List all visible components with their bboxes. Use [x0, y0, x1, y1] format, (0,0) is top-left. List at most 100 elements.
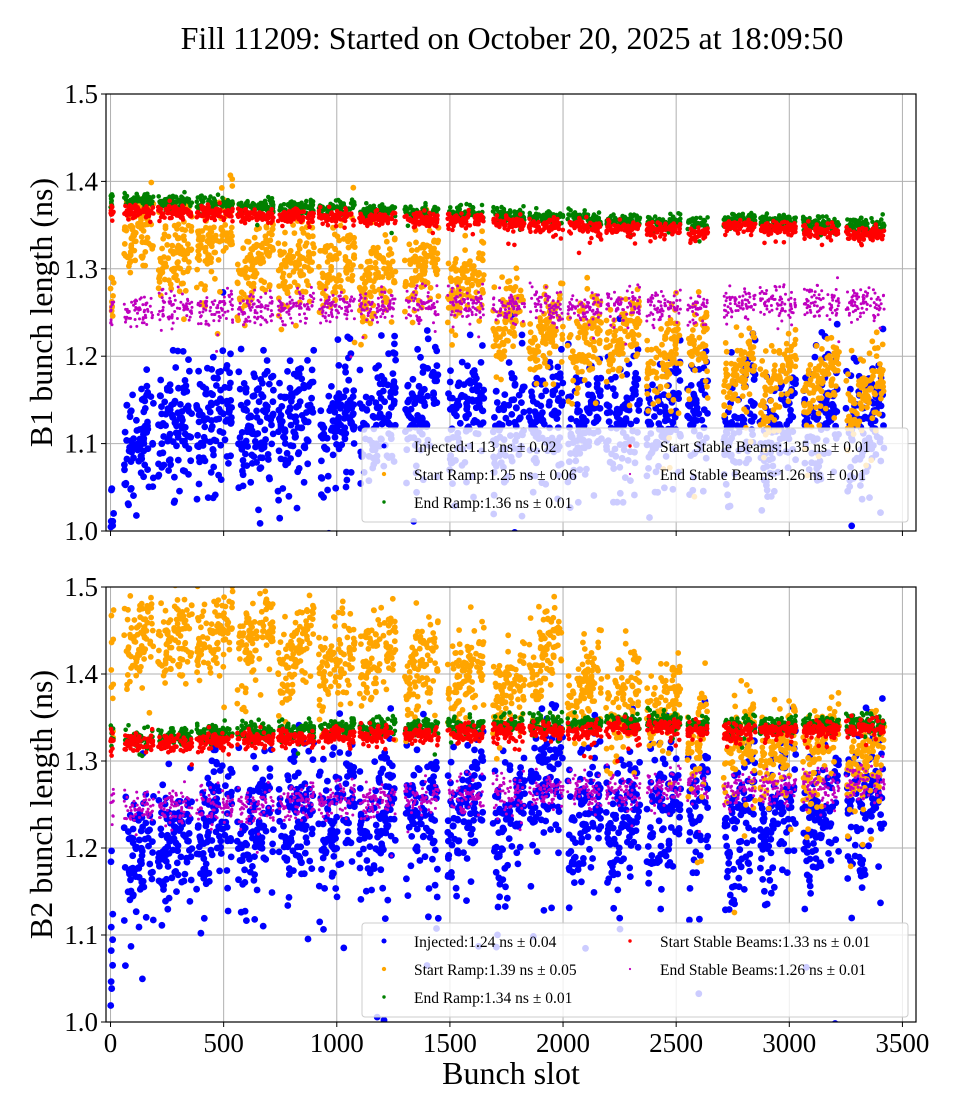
data-point [805, 367, 812, 374]
data-point [528, 393, 536, 400]
data-point [770, 375, 776, 382]
data-point [721, 412, 728, 419]
data-point [559, 280, 566, 287]
data-point [760, 413, 767, 420]
data-point [603, 378, 610, 385]
data-point [188, 228, 195, 234]
data-point [762, 369, 769, 375]
data-point [282, 229, 288, 236]
data-point [300, 204, 305, 209]
data-point [223, 237, 230, 244]
data-point [775, 374, 782, 381]
data-point [604, 344, 611, 351]
data-point [135, 222, 142, 229]
data-point [417, 353, 424, 361]
data-point [546, 209, 551, 214]
data-point [624, 218, 629, 224]
data-point [218, 397, 226, 405]
data-point [596, 210, 602, 215]
data-point [176, 288, 183, 295]
data-point [581, 333, 588, 340]
data-point [623, 394, 631, 402]
data-point [269, 231, 275, 238]
data-point [358, 341, 364, 348]
data-point [257, 454, 264, 461]
data-point [202, 385, 210, 393]
data-point [363, 406, 370, 413]
data-point [109, 313, 116, 319]
data-point [252, 443, 259, 451]
data-point [668, 335, 675, 342]
data-point [853, 218, 858, 223]
data-point [277, 208, 282, 213]
data-point [690, 407, 697, 415]
data-point [320, 494, 327, 501]
data-point [238, 445, 246, 453]
data-point [692, 396, 700, 404]
data-point [741, 355, 747, 362]
data-point [343, 476, 351, 484]
data-point [508, 374, 516, 382]
data-point [160, 235, 167, 242]
data-point [661, 417, 669, 425]
data-point [409, 375, 417, 383]
data-point [127, 485, 135, 492]
data-point [662, 411, 670, 418]
data-point [185, 246, 192, 253]
data-point [392, 356, 399, 364]
data-point [675, 390, 682, 397]
data-point [185, 471, 192, 478]
data-point [700, 341, 706, 347]
data-point [150, 399, 157, 407]
data-point [817, 403, 824, 409]
data-point [687, 218, 693, 223]
data-point [592, 400, 599, 407]
data-point [206, 235, 213, 242]
data-point [335, 413, 343, 421]
data-point [516, 414, 524, 422]
data-point [378, 420, 386, 428]
data-point [349, 272, 356, 279]
data-point [212, 275, 218, 282]
data-point [520, 383, 528, 391]
data-point [842, 404, 850, 412]
data-point [241, 405, 249, 413]
data-point [298, 375, 306, 383]
data-point [480, 272, 487, 278]
data-point [559, 379, 567, 387]
data-point [512, 284, 519, 290]
data-point [623, 371, 631, 378]
data-point [521, 204, 526, 209]
data-point [175, 429, 182, 437]
data-point [538, 392, 545, 400]
data-point [764, 211, 770, 216]
data-point [786, 417, 794, 424]
data-point [308, 267, 315, 273]
data-point [318, 457, 325, 465]
data-point [579, 352, 586, 358]
data-point [347, 350, 355, 357]
data-point [259, 407, 267, 414]
data-point [479, 407, 487, 415]
data-point [424, 242, 430, 249]
data-point [304, 460, 312, 468]
data-point [423, 259, 429, 265]
data-point [803, 415, 811, 423]
data-point [512, 404, 520, 411]
data-point [460, 381, 468, 388]
data-point [127, 408, 134, 416]
data-point [156, 194, 161, 199]
data-point [559, 398, 567, 406]
data-point [645, 371, 651, 377]
data-point [159, 200, 164, 206]
data-point [275, 406, 283, 414]
data-point [688, 361, 695, 368]
data-point [644, 418, 652, 426]
data-point [326, 253, 332, 260]
data-point [518, 339, 526, 347]
data-point [290, 428, 298, 436]
data-point [567, 415, 575, 423]
data-point [479, 238, 485, 245]
data-point [356, 366, 364, 374]
data-point [182, 227, 189, 234]
